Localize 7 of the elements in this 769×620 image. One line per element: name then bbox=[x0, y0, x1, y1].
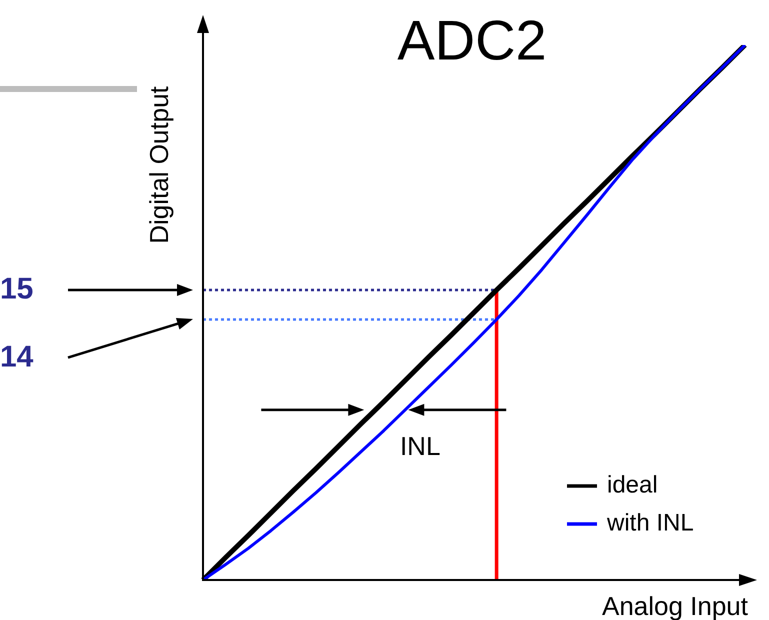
legend-label: with INL bbox=[606, 510, 694, 537]
text: 15 bbox=[0, 272, 34, 306]
annotation: INL bbox=[400, 431, 440, 462]
y-axis-title: Digital Output bbox=[144, 85, 174, 244]
legend-label: ideal bbox=[607, 472, 658, 499]
text: 14 bbox=[0, 340, 34, 374]
chart-title: ADC2 bbox=[397, 8, 547, 72]
